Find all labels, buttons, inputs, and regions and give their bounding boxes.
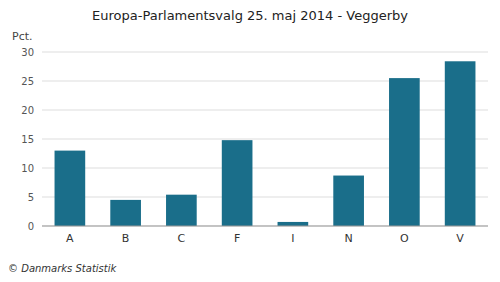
bar [55,151,86,226]
x-tick-label: O [400,232,409,245]
grid-line [42,197,488,198]
bar [389,78,420,226]
title: Europa-Parlamentsvalg 25. maj 2014 - Veg… [92,8,408,23]
grid-line [42,226,488,227]
y-tick-label: 15 [21,134,34,145]
y-tick-label: 0 [28,221,34,232]
bar [166,195,197,226]
y-axis-label: Pct. [12,30,33,43]
x-axis-line [42,226,488,227]
chart: Europa-Parlamentsvalg 25. maj 2014 - Veg… [0,0,500,282]
bar [278,222,309,226]
bar [110,200,141,226]
grid [42,52,488,226]
chart-container: Europa-Parlamentsvalg 25. maj 2014 - Veg… [0,0,500,282]
bar [333,176,364,226]
y-tick-label: 10 [21,163,34,174]
y-tick-label: 25 [21,76,34,87]
grid-line [42,139,488,140]
y-tick-label: 30 [21,47,34,58]
grid-line [42,168,488,169]
bar [222,140,253,226]
x-tick-label: A [66,232,74,245]
footer: © Danmarks Statistik [8,263,118,274]
bars [55,61,476,226]
grid-line [42,81,488,82]
grid-line [42,52,488,53]
x-tick-label: N [345,232,353,245]
grid-line [42,110,488,111]
x-tick-label: B [122,232,130,245]
bar [445,61,476,226]
y-tick-label: 20 [21,105,34,116]
x-tick-label: F [234,232,240,245]
x-tick-label: I [291,232,294,245]
x-tick-label: V [456,232,464,245]
y-tick-label: 5 [28,192,34,203]
x-tick-label: C [178,232,186,245]
